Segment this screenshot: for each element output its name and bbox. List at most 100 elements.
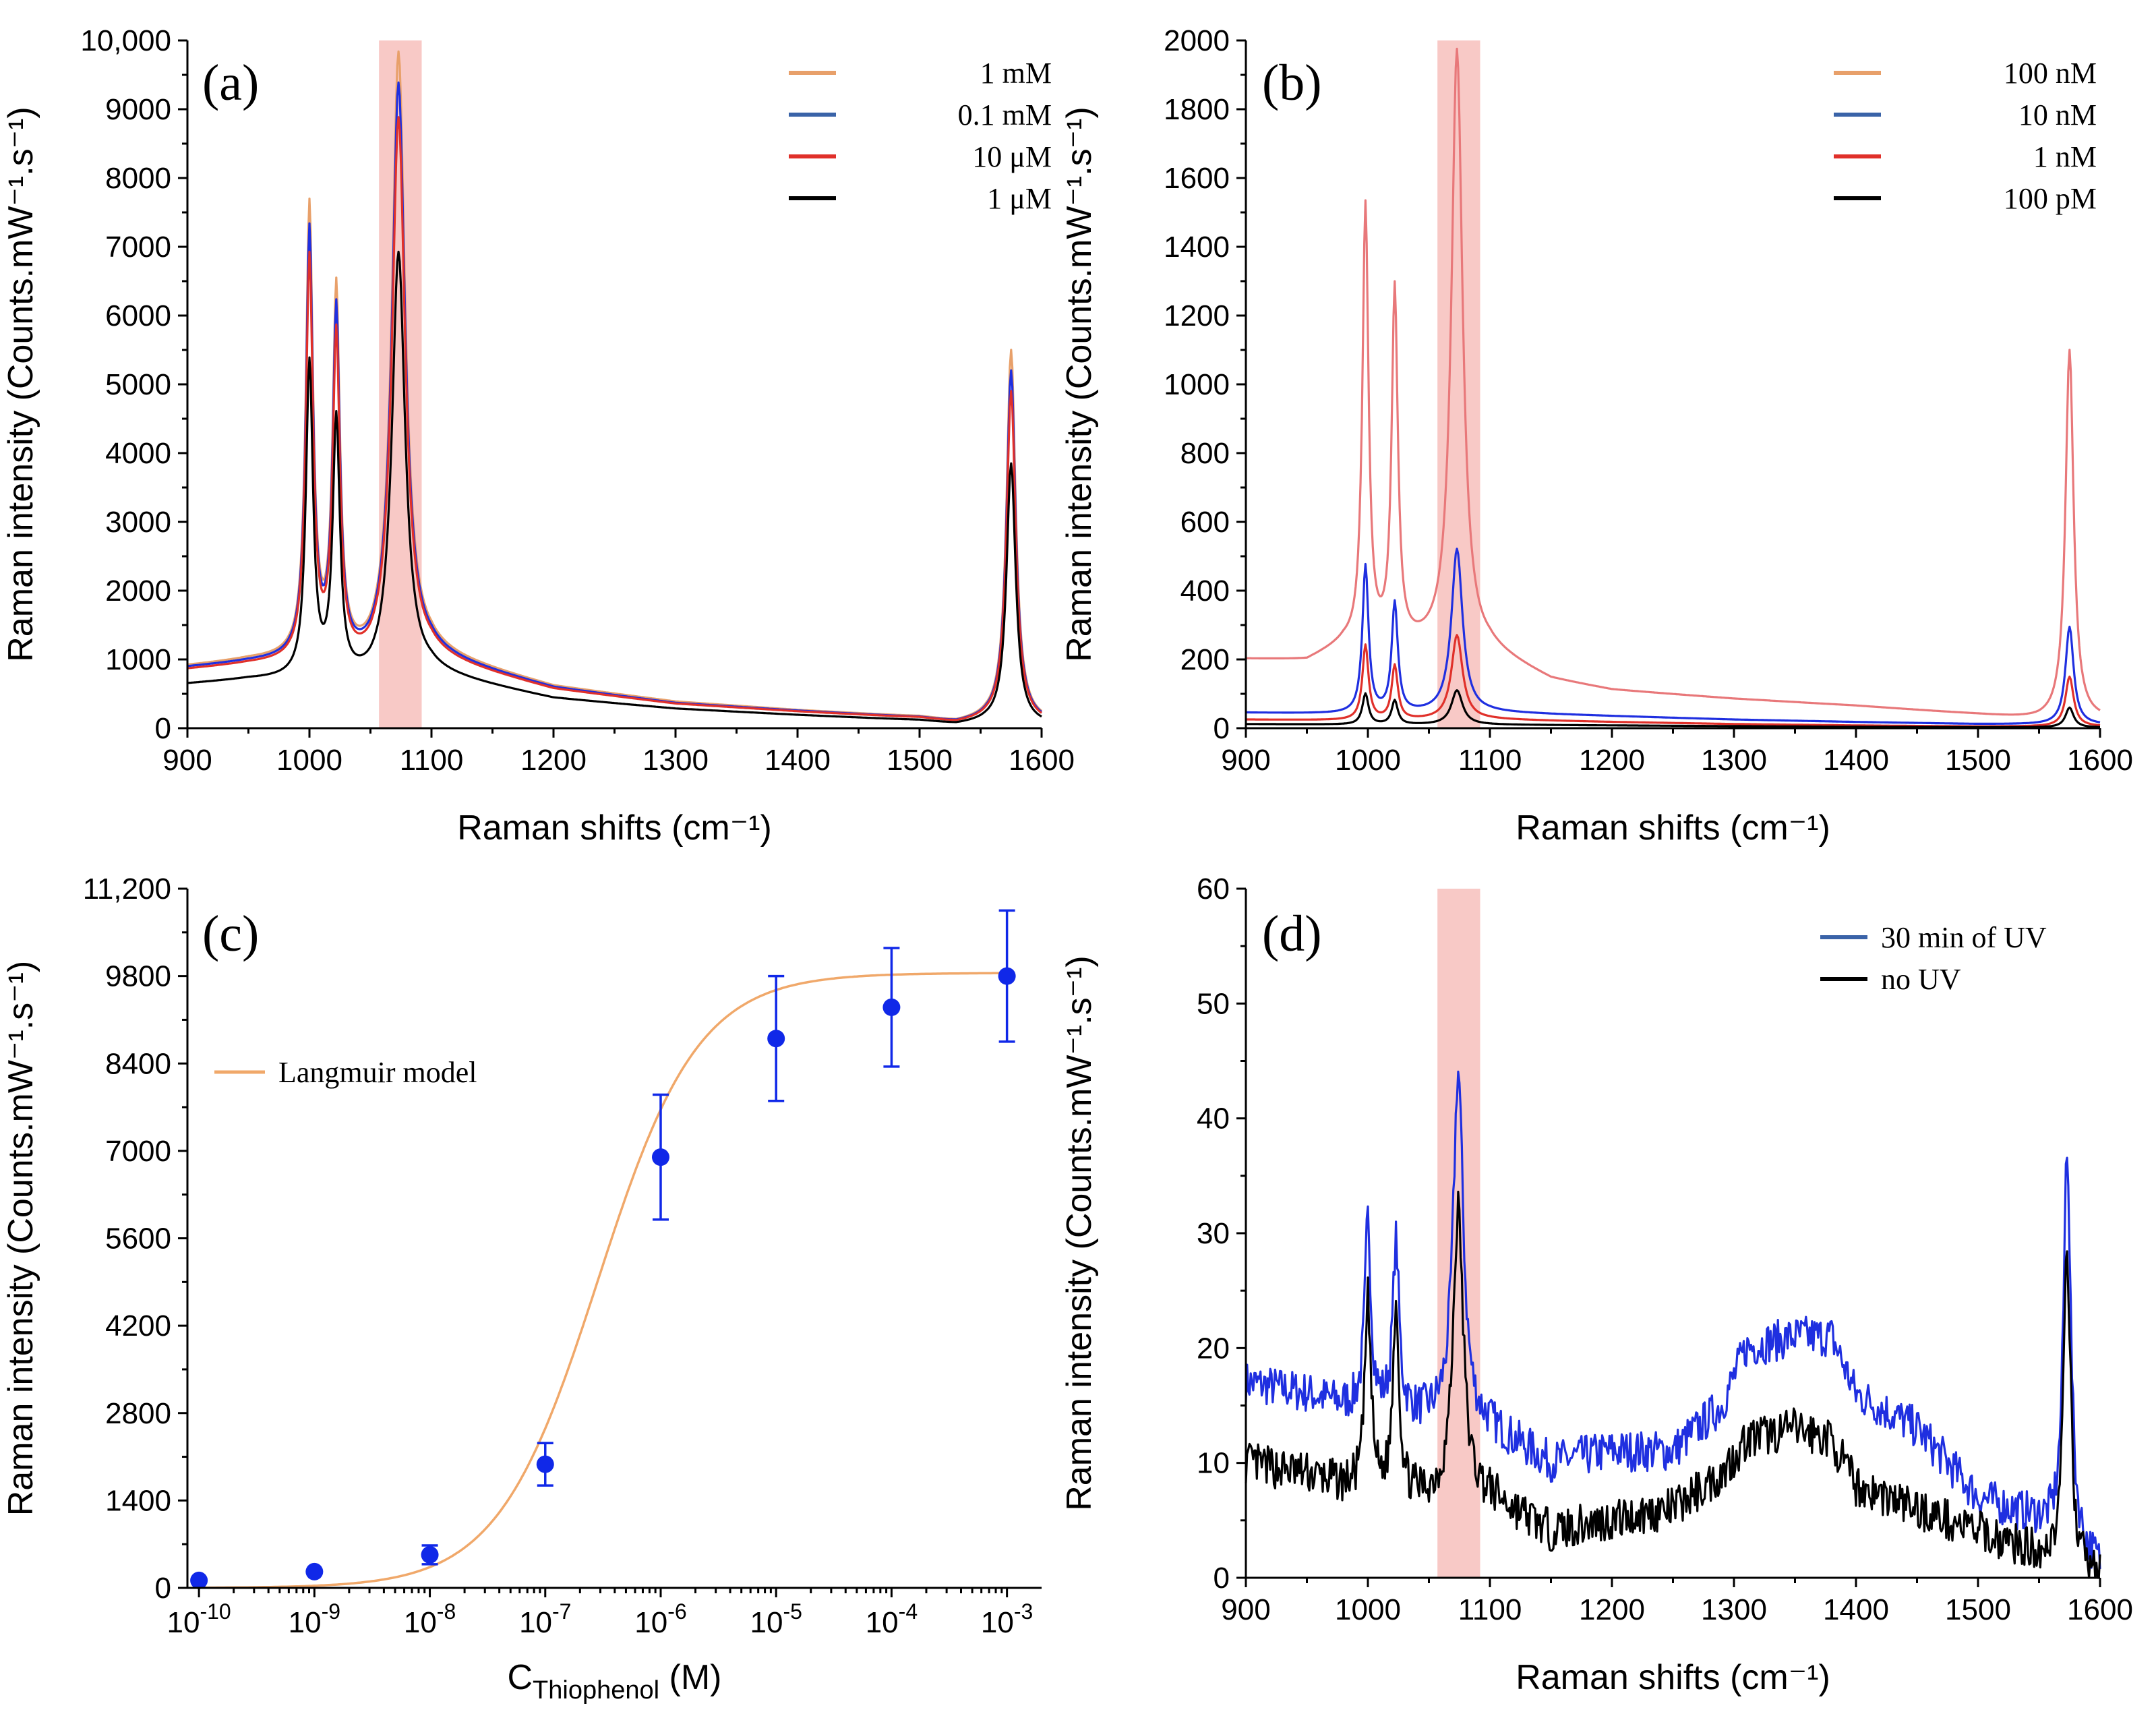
x-tick-label: 10-3 xyxy=(981,1599,1033,1639)
x-tick-label: 1100 xyxy=(1458,744,1522,777)
x-tick-label: 1000 xyxy=(1335,744,1401,777)
x-tick-label: 1600 xyxy=(2067,1593,2133,1626)
y-tick-label: 0 xyxy=(1214,712,1230,745)
legend-label: 0.1 mM xyxy=(958,98,1052,131)
x-tick-base: 10 xyxy=(750,1606,783,1639)
langmuir-fit-line xyxy=(199,972,1005,1589)
data-point xyxy=(882,998,901,1016)
y-tick-label: 10 xyxy=(1197,1447,1230,1480)
y-tick-label: 200 xyxy=(1180,643,1230,676)
y-tick-label: 1000 xyxy=(1164,368,1230,401)
y-tick-label: 0 xyxy=(1214,1562,1230,1595)
highlight-band xyxy=(1437,40,1480,728)
y-tick-label: 600 xyxy=(1180,506,1230,539)
y-axis-title: Raman intensity (Counts.mW⁻¹.s⁻¹) xyxy=(1,107,40,662)
x-tick-label: 1600 xyxy=(2067,744,2133,777)
x-tick-base: 10 xyxy=(404,1606,437,1639)
y-tick-label: 30 xyxy=(1197,1217,1230,1250)
y-tick-label: 4200 xyxy=(105,1309,171,1342)
x-tick-label: 1500 xyxy=(1945,1593,2011,1626)
x-axis-title: Raman shifts (cm⁻¹) xyxy=(457,808,772,848)
y-tick-label: 40 xyxy=(1197,1102,1230,1135)
legend-label: no UV xyxy=(1881,963,1961,996)
y-tick-label: 8400 xyxy=(105,1047,171,1080)
y-tick-label: 1400 xyxy=(1164,231,1230,264)
series-line xyxy=(187,250,1042,723)
x-tick-label: 1500 xyxy=(887,744,953,777)
panel-label: (b) xyxy=(1262,55,1322,111)
y-axis-title: Raman intensity (Counts.mW⁻¹.s⁻¹) xyxy=(1,961,40,1516)
x-tick-exponent: -7 xyxy=(552,1599,571,1624)
y-tick-label: 6000 xyxy=(105,299,171,332)
x-tick-label: 1200 xyxy=(1579,744,1645,777)
data-point xyxy=(651,1148,669,1166)
legend-label: 10 μM xyxy=(972,140,1052,173)
x-tick-label: 1400 xyxy=(1823,744,1889,777)
x-tick-label: 1300 xyxy=(1701,744,1767,777)
y-tick-label: 9000 xyxy=(105,93,171,126)
x-tick-label: 1100 xyxy=(1458,1593,1522,1626)
data-point xyxy=(421,1545,439,1564)
legend-label: 30 min of UV xyxy=(1881,921,2047,954)
y-tick-label: 3000 xyxy=(105,506,171,539)
x-tick-label: 1300 xyxy=(642,744,709,777)
highlight-band xyxy=(1437,889,1480,1578)
x-axis-title: Raman shifts (cm⁻¹) xyxy=(1516,808,1830,848)
x-tick-label: 10-5 xyxy=(750,1599,802,1639)
x-tick-label: 1300 xyxy=(1701,1593,1767,1626)
y-tick-label: 800 xyxy=(1180,437,1230,470)
panel-label: (c) xyxy=(202,906,259,962)
x-tick-exponent: -10 xyxy=(200,1599,231,1624)
x-tick-label: 1000 xyxy=(1335,1593,1401,1626)
y-tick-label: 5000 xyxy=(105,368,171,401)
y-tick-label: 7000 xyxy=(105,231,171,264)
panel-d: (d) 0 10 20 30 40 50 60 Raman intensity (Counts.… xyxy=(1060,872,2133,1697)
legend-label: Langmuir model xyxy=(278,1056,477,1089)
x-tick-exponent: -8 xyxy=(437,1599,456,1624)
x-axis-title-main: C xyxy=(507,1658,533,1697)
series-line xyxy=(1245,1190,2101,1579)
y-tick-label: 1200 xyxy=(1164,299,1230,332)
x-axis-title: Raman shifts (cm⁻¹) xyxy=(1516,1658,1830,1697)
y-tick-label: 8000 xyxy=(105,162,171,195)
x-tick-exponent: -3 xyxy=(1014,1599,1033,1624)
y-tick-label: 400 xyxy=(1180,574,1230,608)
legend-label: 100 pM xyxy=(2004,182,2097,215)
y-tick-label: 4000 xyxy=(105,437,171,470)
data-point xyxy=(305,1562,324,1580)
y-axis-title: Raman intensity (Counts.mW⁻¹.s⁻¹) xyxy=(1060,107,1099,662)
legend-label: 1 nM xyxy=(2033,140,2097,173)
y-tick-label: 50 xyxy=(1197,987,1230,1020)
y-tick-label: 0 xyxy=(155,712,171,745)
x-tick-label: 1000 xyxy=(276,744,342,777)
data-point xyxy=(998,967,1016,985)
y-tick-label: 5600 xyxy=(105,1222,171,1255)
legend-label: 1 mM xyxy=(980,57,1052,90)
y-tick-label: 2000 xyxy=(105,574,171,608)
y-tick-label: 20 xyxy=(1197,1332,1230,1365)
x-tick-label: 1200 xyxy=(1579,1593,1645,1626)
x-tick-base: 10 xyxy=(289,1606,322,1639)
panel-a: (a)0100020003000400050006000700080009000… xyxy=(1,24,1075,848)
x-tick-label: 1200 xyxy=(520,744,587,777)
x-tick-base: 10 xyxy=(866,1606,899,1639)
y-tick-label: 7000 xyxy=(105,1135,171,1168)
series-line xyxy=(1246,689,2100,728)
y-tick-label: 2800 xyxy=(105,1397,171,1430)
legend-label: 10 nM xyxy=(2018,98,2097,131)
x-axis-title-unit: (M) xyxy=(659,1658,721,1697)
y-tick-label: 10,000 xyxy=(80,24,171,57)
series-line xyxy=(1246,47,2101,716)
y-tick-label: 1400 xyxy=(105,1484,171,1517)
x-axis-title-subscript: Thiophenol xyxy=(533,1676,659,1705)
data-point xyxy=(536,1455,554,1473)
x-tick-label: 1600 xyxy=(1009,744,1075,777)
x-tick-exponent: -5 xyxy=(783,1599,802,1624)
series-line xyxy=(1246,548,2101,725)
x-tick-label: 900 xyxy=(1221,1593,1270,1626)
x-tick-label: 10-10 xyxy=(167,1599,231,1639)
y-tick-label: 1600 xyxy=(1164,162,1230,195)
x-tick-label: 1400 xyxy=(1823,1593,1889,1626)
x-tick-base: 10 xyxy=(519,1606,552,1639)
